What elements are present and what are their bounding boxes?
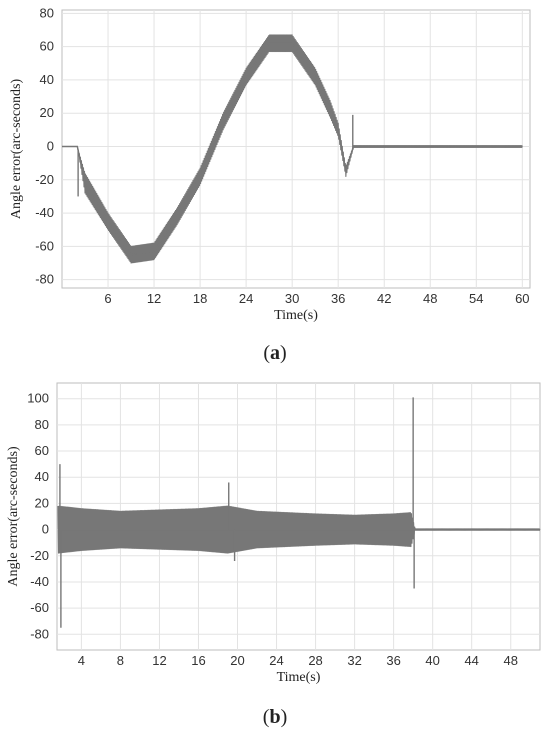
y-tick-label: -60: [30, 600, 49, 615]
x-axis-label: Time(s): [277, 670, 321, 685]
x-tick-label: 8: [117, 653, 124, 668]
y-tick-label: 80: [40, 5, 54, 20]
y-tick-label: -40: [35, 205, 54, 220]
x-tick-label: 24: [269, 653, 283, 668]
x-tick-label: 36: [386, 653, 400, 668]
x-tick-label: 28: [308, 653, 322, 668]
y-axis-label: Angle error(arc-seconds): [9, 79, 24, 220]
x-tick-label: 40: [425, 653, 439, 668]
y-tick-label: 100: [27, 391, 49, 406]
x-tick-label: 12: [152, 653, 166, 668]
y-tick-label: -80: [35, 272, 54, 287]
x-tick-label: 48: [423, 291, 437, 306]
x-tick-label: 44: [464, 653, 478, 668]
x-tick-label: 60: [515, 291, 529, 306]
y-tick-label: -60: [35, 238, 54, 253]
y-tick-label: 40: [35, 469, 49, 484]
y-tick-label: -20: [35, 172, 54, 187]
caption-b: (b): [262, 706, 288, 728]
series-line: [57, 505, 541, 554]
x-tick-label: 36: [331, 291, 345, 306]
x-tick-label: 48: [503, 653, 517, 668]
series-trend: [62, 42, 523, 256]
y-tick-label: -40: [30, 574, 49, 589]
chart-panel-a: -80 -60 -40 -20 0 20 40 60 80 6 12 18 24 30 36 42 48 54 60…: [9, 5, 531, 364]
x-tick-label: 4: [78, 653, 85, 668]
x-tick-label: 54: [469, 291, 483, 306]
y-tick-label: 0: [42, 522, 49, 537]
y-tick-label: -80: [30, 626, 49, 641]
x-tick-label: 6: [104, 291, 111, 306]
chart-a-svg: -80 -60 -40 -20 0 20 40 60 80 6 12 18 24 30 36 42 48 54 60…: [9, 5, 531, 323]
series-line: [61, 34, 523, 264]
x-tick-label: 20: [230, 653, 244, 668]
y-tick-label: 20: [35, 495, 49, 510]
x-tick-label: 12: [147, 291, 161, 306]
x-tick-label: 18: [193, 291, 207, 306]
y-tick-label: 60: [40, 39, 54, 54]
y-tick-label: 80: [35, 417, 49, 432]
y-tick-label: 40: [40, 72, 54, 87]
x-tick-label: 24: [239, 291, 253, 306]
x-axis-label: Time(s): [274, 308, 318, 323]
y-tick-label: 0: [47, 139, 54, 154]
y-tick-label: 20: [40, 105, 54, 120]
y-axis-label: Angle error(arc-seconds): [6, 446, 21, 587]
x-tick-label: 30: [285, 291, 299, 306]
y-tick-label: -20: [30, 548, 49, 563]
chart-panel-b: -80 -60 -40 -20 0 20 40 60 80 100 4 8 12 16 20 24 28 32 36…: [0, 378, 550, 741]
x-tick-label: 16: [191, 653, 205, 668]
x-tick-label: 32: [347, 653, 361, 668]
caption-a: (a): [263, 342, 287, 364]
y-tick-label: 60: [35, 443, 49, 458]
x-tick-label: 42: [377, 291, 391, 306]
